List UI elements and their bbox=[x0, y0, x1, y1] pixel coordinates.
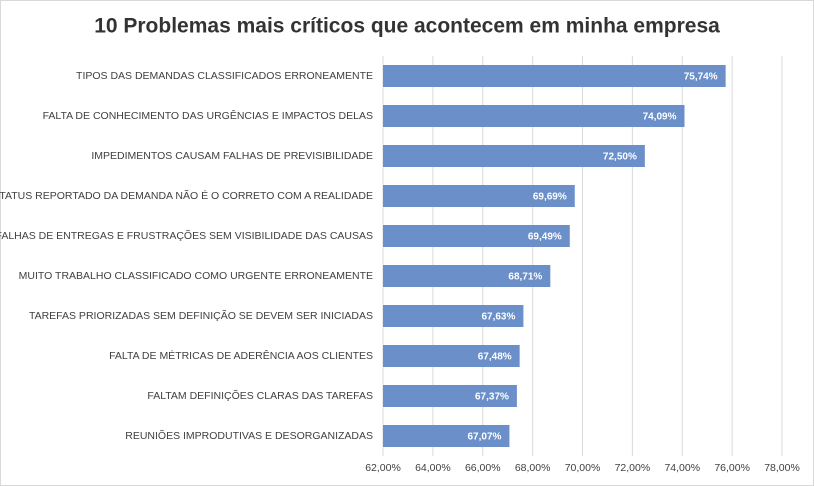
y-tick-label: FALTAM DEFINIÇÕES CLARAS DAS TAREFAS bbox=[147, 389, 373, 402]
value-label: 67,48% bbox=[478, 352, 512, 363]
y-tick-label: FALTA DE CONHECIMENTO DAS URGÊNCIAS E IM… bbox=[43, 109, 373, 122]
bar bbox=[383, 145, 645, 167]
value-label: 74,09% bbox=[643, 112, 677, 123]
x-tick-label: 68,00% bbox=[515, 462, 551, 474]
x-tick-label: 74,00% bbox=[664, 462, 700, 474]
value-label: 69,69% bbox=[533, 192, 567, 203]
value-label: 68,71% bbox=[508, 272, 542, 283]
y-tick-label: MUITO TRABALHO CLASSIFICADO COMO URGENTE… bbox=[19, 270, 373, 282]
x-tick-label: 62,00% bbox=[365, 462, 401, 474]
y-tick-label: TAREFAS PRIORIZADAS SEM DEFINIÇÃO SE DEV… bbox=[29, 309, 373, 322]
value-label: 72,50% bbox=[603, 152, 637, 163]
y-tick-label: TIPOS DAS DEMANDAS CLASSIFICADOS ERRONEA… bbox=[76, 70, 373, 82]
value-label: 67,07% bbox=[468, 432, 502, 443]
y-tick-label: STATUS REPORTADO DA DEMANDA NÃO É O CORR… bbox=[0, 189, 373, 202]
value-label: 67,63% bbox=[481, 312, 515, 323]
x-tick-label: 78,00% bbox=[764, 462, 800, 474]
x-tick-label: 76,00% bbox=[714, 462, 750, 474]
bar bbox=[383, 305, 524, 327]
y-tick-label: FALTA DE MÉTRICAS DE ADERÊNCIA AOS CLIEN… bbox=[109, 349, 373, 362]
bar bbox=[383, 385, 517, 407]
value-label: 75,74% bbox=[684, 72, 718, 83]
x-tick-label: 72,00% bbox=[615, 462, 651, 474]
y-tick-label: REUNIÕES IMPRODUTIVAS E DESORGANIZADAS bbox=[125, 429, 373, 442]
bar bbox=[383, 345, 520, 367]
bar bbox=[383, 265, 551, 287]
bar bbox=[383, 425, 510, 447]
bar bbox=[383, 225, 570, 247]
x-tick-label: 66,00% bbox=[465, 462, 501, 474]
value-label: 69,49% bbox=[528, 232, 562, 243]
value-label: 67,37% bbox=[475, 392, 509, 403]
x-tick-label: 64,00% bbox=[415, 462, 451, 474]
bar bbox=[383, 65, 726, 87]
y-tick-label: FALHAS DE ENTREGAS E FRUSTRAÇÕES SEM VIS… bbox=[0, 229, 373, 242]
bar bbox=[383, 105, 685, 127]
chart-title: 10 Problemas mais críticos que acontecem… bbox=[94, 15, 720, 38]
y-tick-label: IMPEDIMENTOS CAUSAM FALHAS DE PREVISIBIL… bbox=[91, 150, 373, 162]
x-tick-label: 70,00% bbox=[565, 462, 601, 474]
bar bbox=[383, 185, 575, 207]
